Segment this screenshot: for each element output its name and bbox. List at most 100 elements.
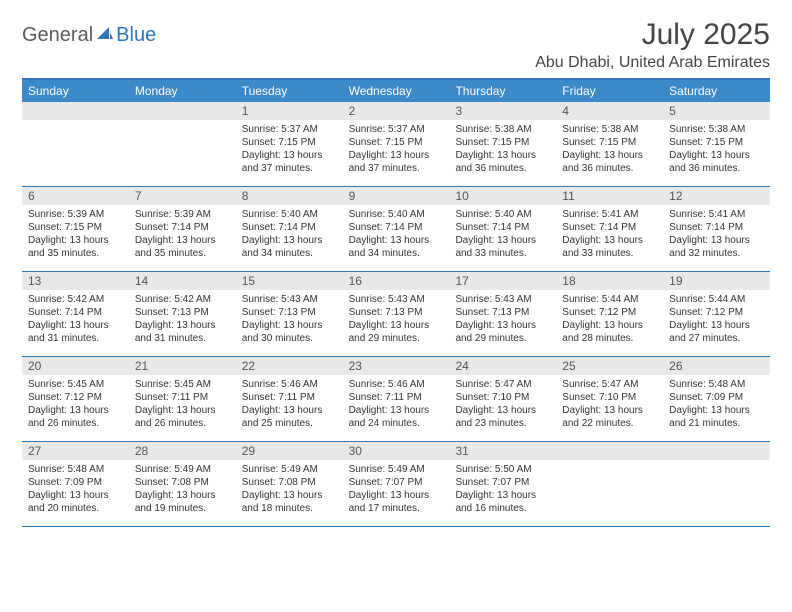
sunrise-text: Sunrise: 5:49 AM [349,463,444,476]
title-block: July 2025 Abu Dhabi, United Arab Emirate… [535,18,770,72]
week-row: 27Sunrise: 5:48 AMSunset: 7:09 PMDayligh… [22,442,770,527]
day-body: Sunrise: 5:38 AMSunset: 7:15 PMDaylight:… [663,120,770,179]
sunset-text: Sunset: 7:09 PM [669,391,764,404]
sunset-text: Sunset: 7:07 PM [455,476,550,489]
day-body: Sunrise: 5:47 AMSunset: 7:10 PMDaylight:… [449,375,556,434]
day-body: Sunrise: 5:44 AMSunset: 7:12 PMDaylight:… [556,290,663,349]
day-number: 19 [663,272,770,290]
sunrise-text: Sunrise: 5:37 AM [349,123,444,136]
day-cell: 12Sunrise: 5:41 AMSunset: 7:14 PMDayligh… [663,187,770,271]
day-number: 18 [556,272,663,290]
sunrise-text: Sunrise: 5:39 AM [28,208,123,221]
daylight-text: Daylight: 13 hours and 34 minutes. [349,234,444,260]
logo: General Blue [22,18,156,47]
sunrise-text: Sunrise: 5:47 AM [455,378,550,391]
daylight-text: Daylight: 13 hours and 18 minutes. [242,489,337,515]
sunrise-text: Sunrise: 5:49 AM [242,463,337,476]
day-body: Sunrise: 5:38 AMSunset: 7:15 PMDaylight:… [449,120,556,179]
day-body: Sunrise: 5:42 AMSunset: 7:13 PMDaylight:… [129,290,236,349]
day-cell: . [663,442,770,526]
daylight-text: Daylight: 13 hours and 23 minutes. [455,404,550,430]
day-body: Sunrise: 5:45 AMSunset: 7:12 PMDaylight:… [22,375,129,434]
day-cell: 18Sunrise: 5:44 AMSunset: 7:12 PMDayligh… [556,272,663,356]
sunset-text: Sunset: 7:14 PM [135,221,230,234]
day-cell: 5Sunrise: 5:38 AMSunset: 7:15 PMDaylight… [663,102,770,186]
sunset-text: Sunset: 7:13 PM [349,306,444,319]
sunset-text: Sunset: 7:15 PM [28,221,123,234]
daylight-text: Daylight: 13 hours and 33 minutes. [455,234,550,260]
calendar: Sunday Monday Tuesday Wednesday Thursday… [22,78,770,527]
day-number: 5 [663,102,770,120]
daylight-text: Daylight: 13 hours and 35 minutes. [28,234,123,260]
day-cell: 3Sunrise: 5:38 AMSunset: 7:15 PMDaylight… [449,102,556,186]
day-body: Sunrise: 5:43 AMSunset: 7:13 PMDaylight:… [449,290,556,349]
logo-sail-icon [96,25,114,46]
day-number: 6 [22,187,129,205]
sunrise-text: Sunrise: 5:49 AM [135,463,230,476]
logo-word-2: Blue [116,24,156,47]
logo-word-1: General [22,24,93,47]
day-body [129,120,236,127]
sunrise-text: Sunrise: 5:47 AM [562,378,657,391]
sunrise-text: Sunrise: 5:37 AM [242,123,337,136]
day-body: Sunrise: 5:40 AMSunset: 7:14 PMDaylight:… [236,205,343,264]
day-cell: 8Sunrise: 5:40 AMSunset: 7:14 PMDaylight… [236,187,343,271]
day-body: Sunrise: 5:46 AMSunset: 7:11 PMDaylight:… [343,375,450,434]
day-number: 20 [22,357,129,375]
sunrise-text: Sunrise: 5:40 AM [242,208,337,221]
day-body: Sunrise: 5:49 AMSunset: 7:07 PMDaylight:… [343,460,450,519]
sunrise-text: Sunrise: 5:50 AM [455,463,550,476]
daylight-text: Daylight: 13 hours and 19 minutes. [135,489,230,515]
sunrise-text: Sunrise: 5:46 AM [242,378,337,391]
day-cell: . [22,102,129,186]
sunset-text: Sunset: 7:15 PM [455,136,550,149]
daylight-text: Daylight: 13 hours and 24 minutes. [349,404,444,430]
sunrise-text: Sunrise: 5:40 AM [349,208,444,221]
day-cell: 13Sunrise: 5:42 AMSunset: 7:14 PMDayligh… [22,272,129,356]
daylight-text: Daylight: 13 hours and 29 minutes. [349,319,444,345]
sunrise-text: Sunrise: 5:45 AM [135,378,230,391]
day-cell: 16Sunrise: 5:43 AMSunset: 7:13 PMDayligh… [343,272,450,356]
day-number: 14 [129,272,236,290]
day-cell: 23Sunrise: 5:46 AMSunset: 7:11 PMDayligh… [343,357,450,441]
day-number: 7 [129,187,236,205]
day-body: Sunrise: 5:50 AMSunset: 7:07 PMDaylight:… [449,460,556,519]
day-cell: 26Sunrise: 5:48 AMSunset: 7:09 PMDayligh… [663,357,770,441]
day-body: Sunrise: 5:37 AMSunset: 7:15 PMDaylight:… [236,120,343,179]
sunrise-text: Sunrise: 5:38 AM [669,123,764,136]
day-body: Sunrise: 5:39 AMSunset: 7:14 PMDaylight:… [129,205,236,264]
sunset-text: Sunset: 7:13 PM [242,306,337,319]
month-title: July 2025 [535,18,770,52]
day-cell: 24Sunrise: 5:47 AMSunset: 7:10 PMDayligh… [449,357,556,441]
day-cell: 25Sunrise: 5:47 AMSunset: 7:10 PMDayligh… [556,357,663,441]
sunrise-text: Sunrise: 5:46 AM [349,378,444,391]
sunrise-text: Sunrise: 5:44 AM [562,293,657,306]
sunrise-text: Sunrise: 5:38 AM [455,123,550,136]
daylight-text: Daylight: 13 hours and 29 minutes. [455,319,550,345]
sunset-text: Sunset: 7:12 PM [28,391,123,404]
day-cell: 9Sunrise: 5:40 AMSunset: 7:14 PMDaylight… [343,187,450,271]
day-number: 13 [22,272,129,290]
dow-thursday: Thursday [449,80,556,102]
day-cell: 4Sunrise: 5:38 AMSunset: 7:15 PMDaylight… [556,102,663,186]
day-number: . [663,442,770,460]
dow-tuesday: Tuesday [236,80,343,102]
daylight-text: Daylight: 13 hours and 30 minutes. [242,319,337,345]
day-number: 16 [343,272,450,290]
sunrise-text: Sunrise: 5:44 AM [669,293,764,306]
week-row: 20Sunrise: 5:45 AMSunset: 7:12 PMDayligh… [22,357,770,442]
day-body: Sunrise: 5:48 AMSunset: 7:09 PMDaylight:… [663,375,770,434]
day-cell: 27Sunrise: 5:48 AMSunset: 7:09 PMDayligh… [22,442,129,526]
day-cell: . [556,442,663,526]
day-number: 22 [236,357,343,375]
daylight-text: Daylight: 13 hours and 37 minutes. [349,149,444,175]
daylight-text: Daylight: 13 hours and 26 minutes. [135,404,230,430]
sunset-text: Sunset: 7:10 PM [562,391,657,404]
daylight-text: Daylight: 13 hours and 33 minutes. [562,234,657,260]
day-number: 17 [449,272,556,290]
calendar-page: General Blue July 2025 Abu Dhabi, United… [0,0,792,537]
day-cell: 2Sunrise: 5:37 AMSunset: 7:15 PMDaylight… [343,102,450,186]
sunset-text: Sunset: 7:08 PM [242,476,337,489]
daylight-text: Daylight: 13 hours and 32 minutes. [669,234,764,260]
day-body: Sunrise: 5:44 AMSunset: 7:12 PMDaylight:… [663,290,770,349]
